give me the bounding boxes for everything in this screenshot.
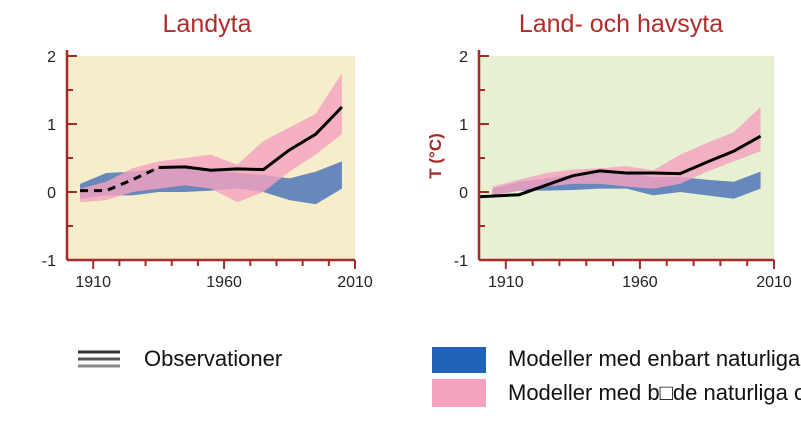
x-tick-label: 1960 xyxy=(206,274,242,291)
legend-natural-and-human-item: Modeller med b□de naturliga och mänsklig… xyxy=(508,378,801,410)
legend-observations-label: Observationer xyxy=(144,346,283,371)
legend-natural-only-item: Modeller med enbart naturliga faktorer xyxy=(508,344,801,376)
y-tick-label: 2 xyxy=(47,49,56,66)
chart-title: Land- och havsyta xyxy=(519,10,723,38)
legend-natural-only-swatch xyxy=(432,347,486,373)
natural-and-human-band xyxy=(80,73,342,203)
chart-panel-landyta: Landyta -1 0 1 2 1910 1960 2010 xyxy=(42,10,373,291)
observations-line xyxy=(478,134,762,199)
y-tick-label: 0 xyxy=(47,185,56,202)
observations-line xyxy=(158,105,343,172)
y-tick-label: 1 xyxy=(459,117,468,134)
legend-natural-and-human-swatch xyxy=(432,379,486,407)
chart-panel-land-och-havsyta: Land- och havsyta -1 0 1 2 1910 1960 2010 T (°… xyxy=(426,10,792,291)
natural-and-human-band xyxy=(492,107,761,196)
x-tick-label: 2010 xyxy=(337,274,373,291)
y-tick-label: 1 xyxy=(47,117,56,134)
legend-observations-swatch xyxy=(78,350,120,368)
plot-marks xyxy=(478,107,762,199)
x-tick-label: 1910 xyxy=(75,274,111,291)
y-tick-label: -1 xyxy=(42,253,56,270)
y-axis-label: T (°C) xyxy=(426,133,445,179)
y-tick-label: 0 xyxy=(459,185,468,202)
chart-title: Landyta xyxy=(163,10,252,38)
axes: -1 0 1 2 1910 1960 2010 xyxy=(42,49,373,291)
y-tick-label: -1 xyxy=(454,253,468,270)
x-tick-label: 1960 xyxy=(622,274,658,291)
legend-natural-only-label: Modeller med enbart naturliga faktorer xyxy=(508,346,801,371)
legend-natural-and-human-label: Modeller med b□de naturliga och mänsklig… xyxy=(508,380,801,405)
x-tick-label: 2010 xyxy=(756,274,792,291)
x-tick-label: 1910 xyxy=(488,274,524,291)
y-tick-label: 2 xyxy=(459,49,468,66)
plot-marks xyxy=(80,73,343,205)
axes: -1 0 1 2 1910 1960 2010 xyxy=(454,49,792,291)
